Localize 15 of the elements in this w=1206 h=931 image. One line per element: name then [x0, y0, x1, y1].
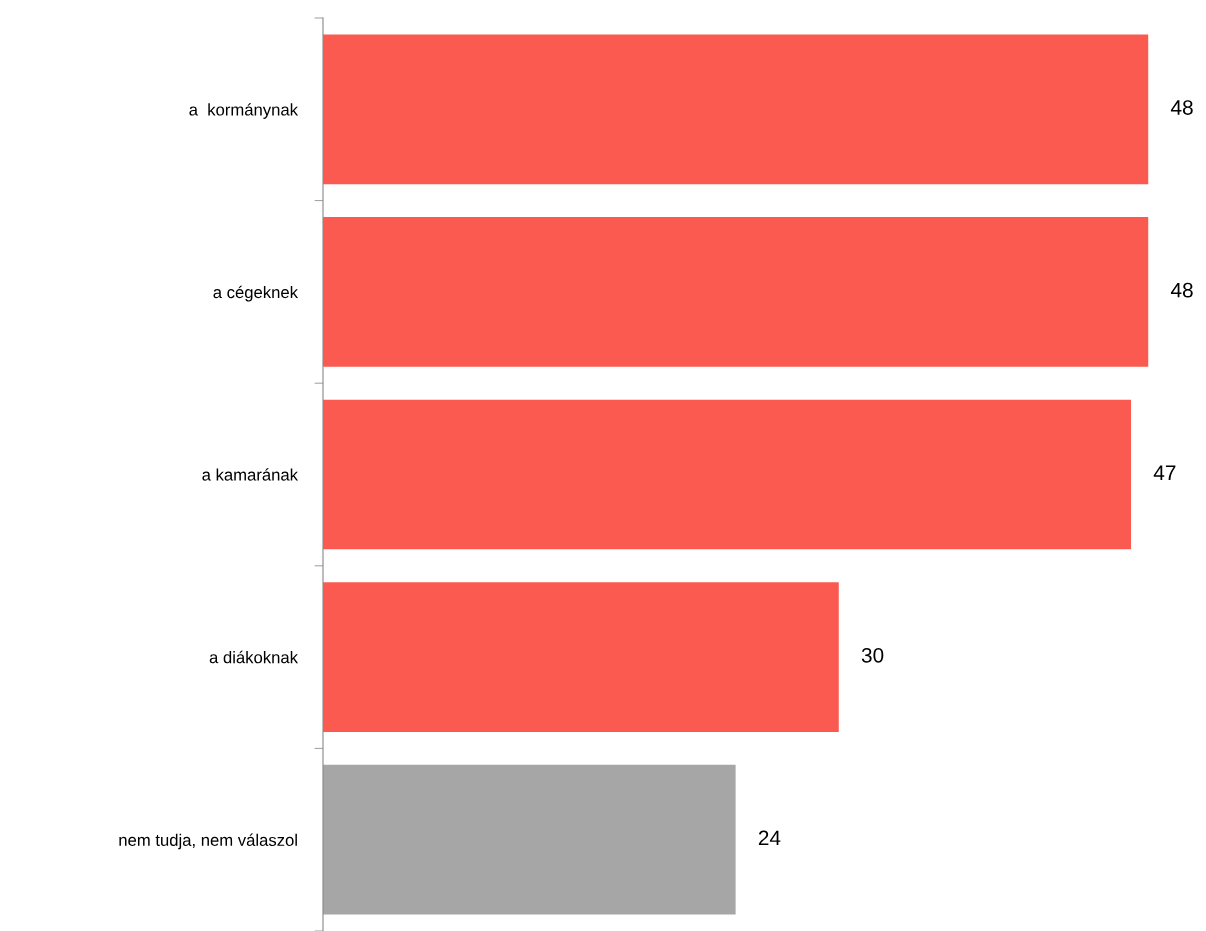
data-label: 24 [758, 830, 781, 846]
data-label: 48 [1170, 100, 1193, 115]
bar [323, 582, 839, 732]
data-label: 47 [1153, 465, 1176, 480]
y-tick-label: a cégeknek [213, 285, 299, 302]
data-label: 30 [861, 647, 884, 663]
y-tick-label: a kormánynak [189, 103, 299, 119]
y-tick-label: nem tudja, nem válaszol [119, 833, 297, 850]
y-tick-label: a kamarának [202, 468, 299, 481]
bar [323, 217, 1149, 367]
bar [323, 34, 1149, 185]
bar [323, 764, 736, 915]
bar [323, 399, 1132, 550]
data-label: 48 [1170, 282, 1193, 298]
y-tick-label: a diákoknak [209, 650, 299, 664]
